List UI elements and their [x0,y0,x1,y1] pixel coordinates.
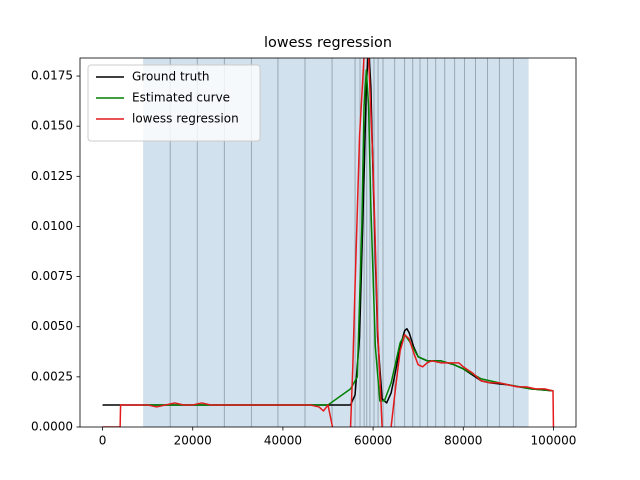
y-tick-label: 0.0100 [31,219,73,233]
legend-label: Ground truth [132,70,210,84]
y-tick-label: 0.0175 [31,69,73,83]
series-line [143,69,554,406]
overlay: 0 20000 40000 60000 80000 100000 0.0000 0.0025 0… [31,57,577,448]
y-tick-label: 0.0050 [31,319,73,333]
legend-box [87,64,261,142]
x-tick-label: 100000 [531,434,577,448]
legend-label: Estimated curve [132,91,230,105]
x-tick-label: 40000 [264,434,302,448]
x-tick-label: 80000 [444,434,482,448]
y-tick-label: 0.0150 [31,119,73,133]
y-tick-label: 0.0000 [31,420,73,434]
y-tick-label: 0.0075 [31,269,73,283]
x-tick-label: 0 [99,434,107,448]
x-tick-label: 20000 [174,434,212,448]
x-tick-label: 60000 [354,434,392,448]
y-tick-label: 0.0025 [31,369,73,383]
legend-label: lowess regression [132,112,239,126]
axes-frame [79,57,577,428]
chart-title: lowess regression [264,35,392,51]
series-line [102,58,555,427]
y-tick-label: 0.0125 [31,169,73,183]
